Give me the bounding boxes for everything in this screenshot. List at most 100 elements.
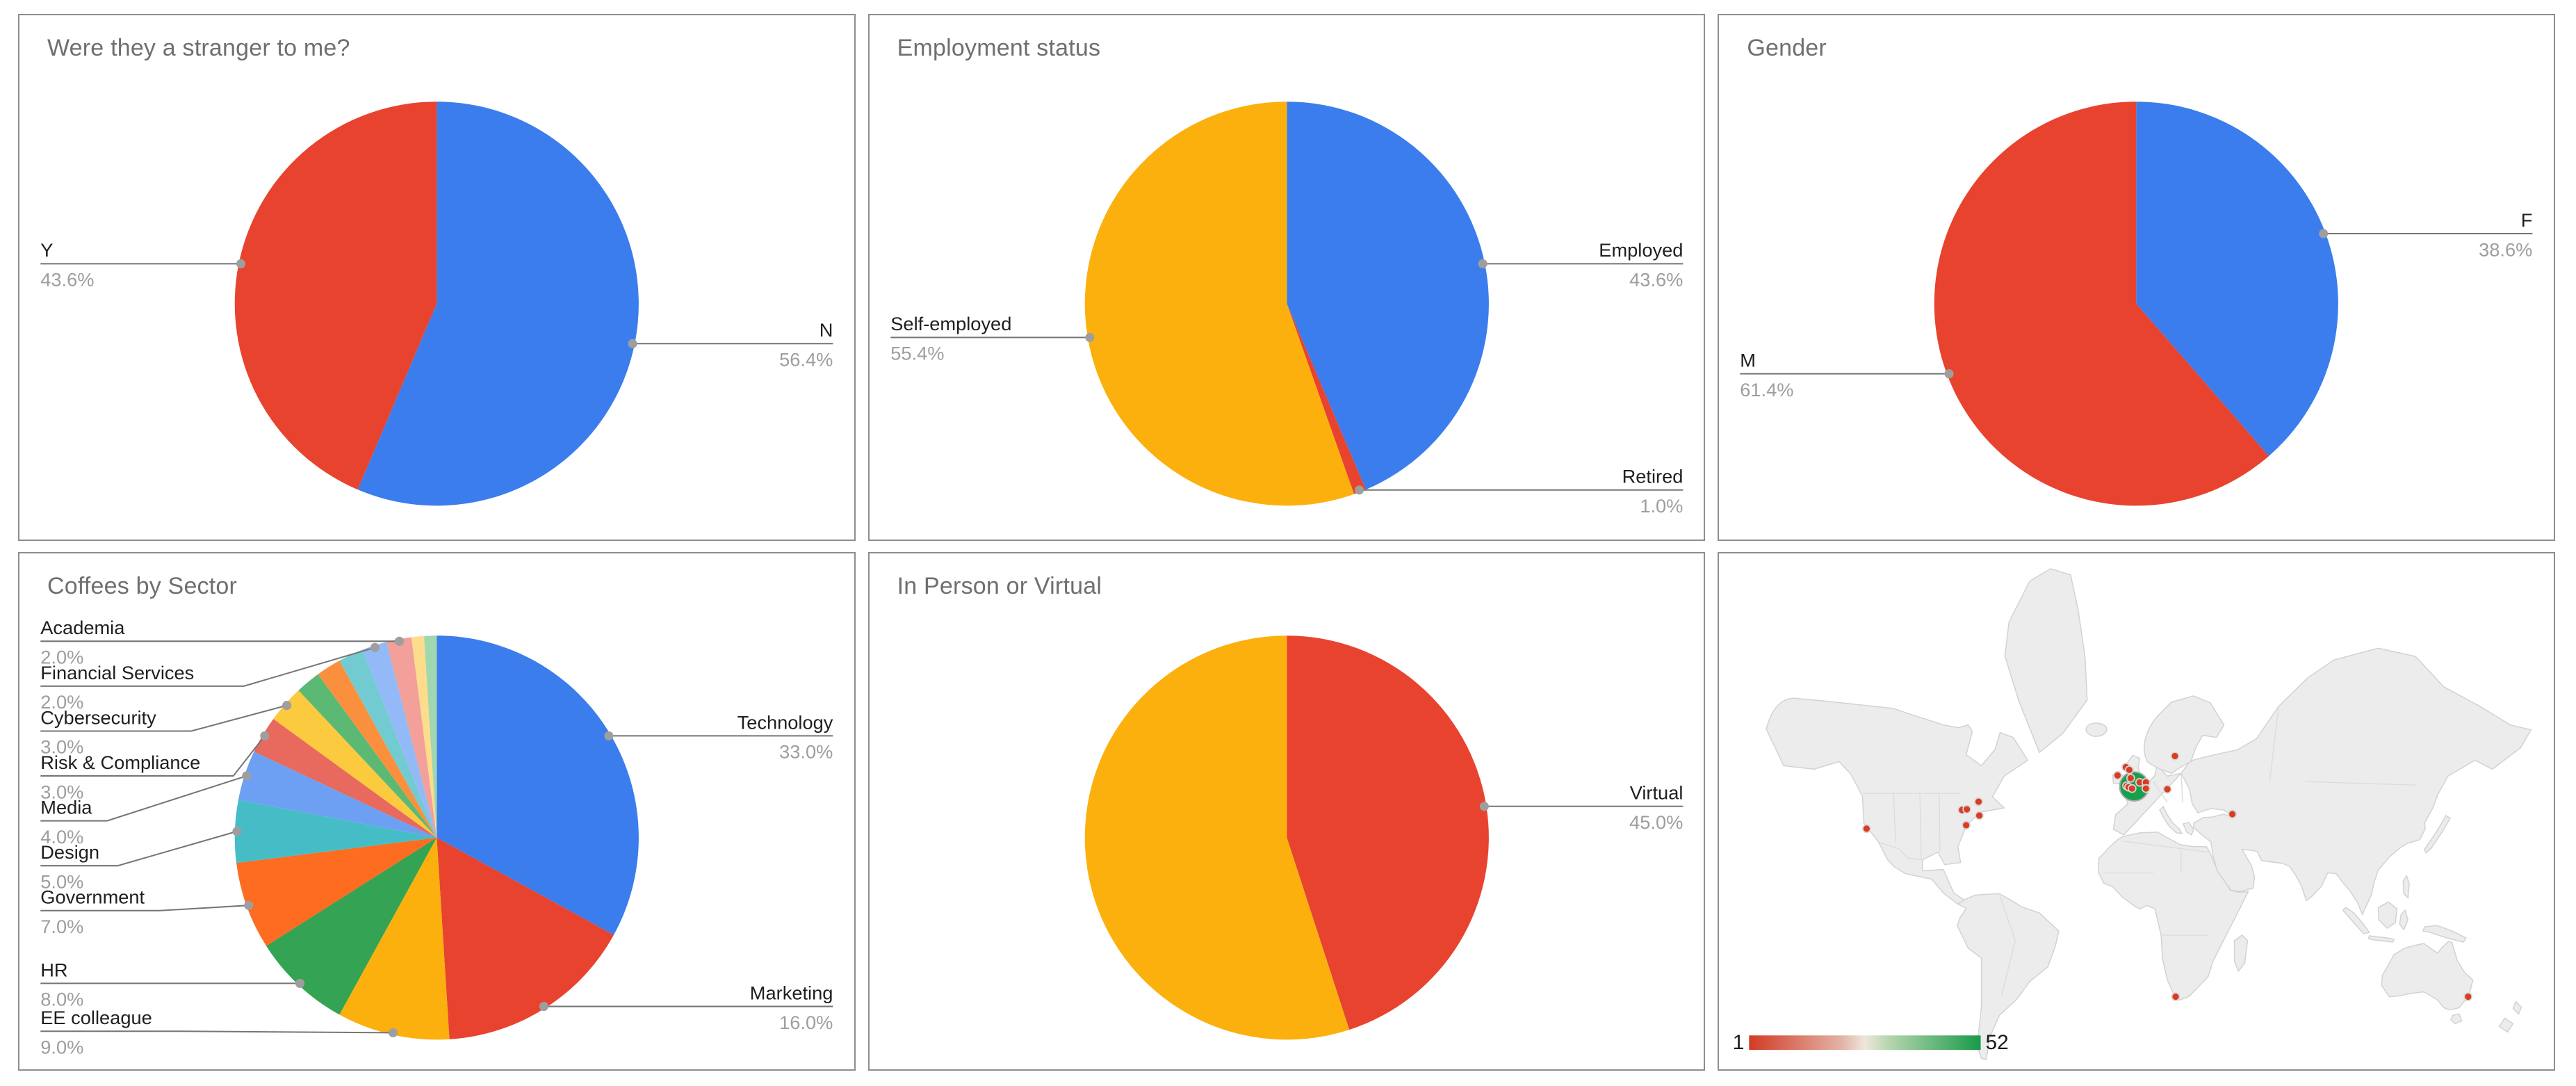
callout-dot (260, 731, 270, 740)
pie-slice (339, 649, 437, 838)
legend-max-value: 52 (1986, 1031, 2009, 1054)
slice-label: Government (40, 886, 145, 907)
map-marker-dot (2463, 992, 2473, 1001)
slice-percentage: 2.0% (40, 691, 83, 713)
callout-leader-line (40, 1030, 393, 1033)
slice-label: Design (40, 841, 99, 863)
chart-area: Virtual 45.0% (870, 601, 1704, 1070)
chart-title: Employment status (897, 35, 1101, 61)
pie-slice (2136, 101, 2339, 456)
slice-percentage: 3.0% (40, 736, 83, 757)
peninsula-italy (2159, 805, 2183, 834)
callout-dot (628, 339, 637, 348)
slice-percentage: 1.0% (1640, 495, 1683, 517)
map-legend: 1 52 (1733, 1031, 2009, 1054)
slice-label: Academia (40, 617, 125, 638)
slice-percentage: 3.0% (40, 781, 83, 802)
map-marker-dot (2171, 992, 2180, 1001)
map-marker-dot (2142, 784, 2151, 793)
island-iceland (2085, 722, 2108, 737)
pie-slice (266, 837, 437, 1014)
pie-chart-stranger: N 56.4% Y 43.6% (40, 101, 833, 505)
callout-dot (236, 259, 246, 268)
slice-percentage: 8.0% (40, 988, 83, 1010)
callout-dot (394, 636, 405, 646)
map-marker-dot (2126, 773, 2136, 783)
callout-leader-line (40, 775, 247, 822)
panel-employment: Employment status Employed 43.6% Retired 1.… (867, 14, 1706, 541)
panel-stranger: Were they a stranger to me? N 56.4% Y 43.6% (18, 14, 856, 541)
map-marker-dot (2170, 752, 2180, 761)
pie-slice (1286, 635, 1489, 1030)
map-marker-dot (1975, 811, 1984, 820)
island-tasmania (2450, 1013, 2463, 1025)
continent-australia (2381, 941, 2474, 1011)
island-nz-north (2512, 1000, 2522, 1015)
callout-leader-line (40, 830, 238, 866)
callout-dot (244, 900, 254, 910)
slice-label: F (2521, 209, 2533, 230)
slice-percentage: 7.0% (40, 916, 83, 937)
continent-north-america (1766, 697, 2029, 905)
slice-label: Marketing (750, 982, 833, 1003)
slice-label: Cybersecurity (40, 706, 156, 728)
callout-dot (282, 700, 292, 710)
pie-slice (234, 799, 437, 863)
slice-percentage: 55.4% (890, 342, 944, 364)
island-japan (2424, 814, 2452, 854)
island-borneo (2378, 901, 2398, 930)
island-sumatra (2342, 907, 2371, 934)
chart-area: Technology 33.0% Marketing 16.0% Academia 2.0… (19, 601, 854, 1070)
map-marker-dot (1974, 797, 1984, 807)
callout-dot (1354, 485, 1364, 494)
slice-label: Retired (1622, 465, 1683, 487)
map-country-borders (1863, 706, 2417, 996)
slice-label: M (1741, 349, 1756, 371)
callout-dot (1085, 332, 1095, 342)
pie-chart-gender: F 38.6% M 61.4% (1741, 101, 2533, 505)
pie-slice (1934, 101, 2269, 505)
pie-slice (1286, 101, 1489, 489)
island-sulawesi (2399, 909, 2409, 931)
continent-south-america (1957, 893, 2060, 1061)
map-marker-dot (1962, 820, 1971, 830)
pie-slice (362, 641, 437, 838)
callout-dot (242, 770, 252, 780)
map-marker-dot (1862, 824, 1872, 834)
slice-percentage: 45.0% (1629, 811, 1683, 833)
pie-slice (1084, 635, 1349, 1039)
slice-percentage: 33.0% (779, 740, 833, 762)
callout-dot (604, 731, 614, 740)
slice-label: Technology (737, 711, 833, 733)
island-java (2367, 935, 2395, 943)
slice-label: EE colleague (40, 1007, 152, 1028)
chart-area: Employed 43.6% Retired 1.0% Self-employed 55.… (870, 63, 1704, 540)
slice-percentage: 4.0% (40, 825, 83, 847)
pie-slice (254, 718, 437, 838)
continent-eurasia (2113, 647, 2532, 916)
pie-slice (437, 635, 639, 935)
slice-percentage: 61.4% (1741, 378, 1794, 400)
slice-percentage: 16.0% (779, 1011, 833, 1032)
slice-percentage: 38.6% (2479, 238, 2532, 260)
map-marker-dot (2113, 770, 2123, 780)
chart-area: F 38.6% M 61.4% (1719, 63, 2554, 540)
slice-label: Self-employed (890, 313, 1011, 334)
continent-africa (2098, 832, 2250, 1001)
slice-percentage: 9.0% (40, 1036, 83, 1057)
slice-label: Risk & Compliance (40, 751, 200, 772)
pie-slice (386, 636, 437, 838)
pie-slice (318, 660, 437, 838)
callout-leader-line (40, 735, 266, 777)
panel-mode: In Person or Virtual Virtual 45.0% (867, 552, 1706, 1071)
pie-slice (411, 635, 437, 838)
slice-percentage: 5.0% (40, 870, 83, 892)
pie-slice (357, 101, 639, 505)
callout-dot (2319, 228, 2329, 238)
pie-slice (238, 751, 437, 838)
pie-chart-mode: Virtual 45.0% (1084, 635, 1684, 1039)
map-marker-dot (2163, 784, 2172, 794)
legend-gradient-bar (1749, 1035, 1981, 1051)
world-geo-map: 1 52 (1733, 568, 2532, 1061)
island-nz-south (2498, 1017, 2514, 1033)
